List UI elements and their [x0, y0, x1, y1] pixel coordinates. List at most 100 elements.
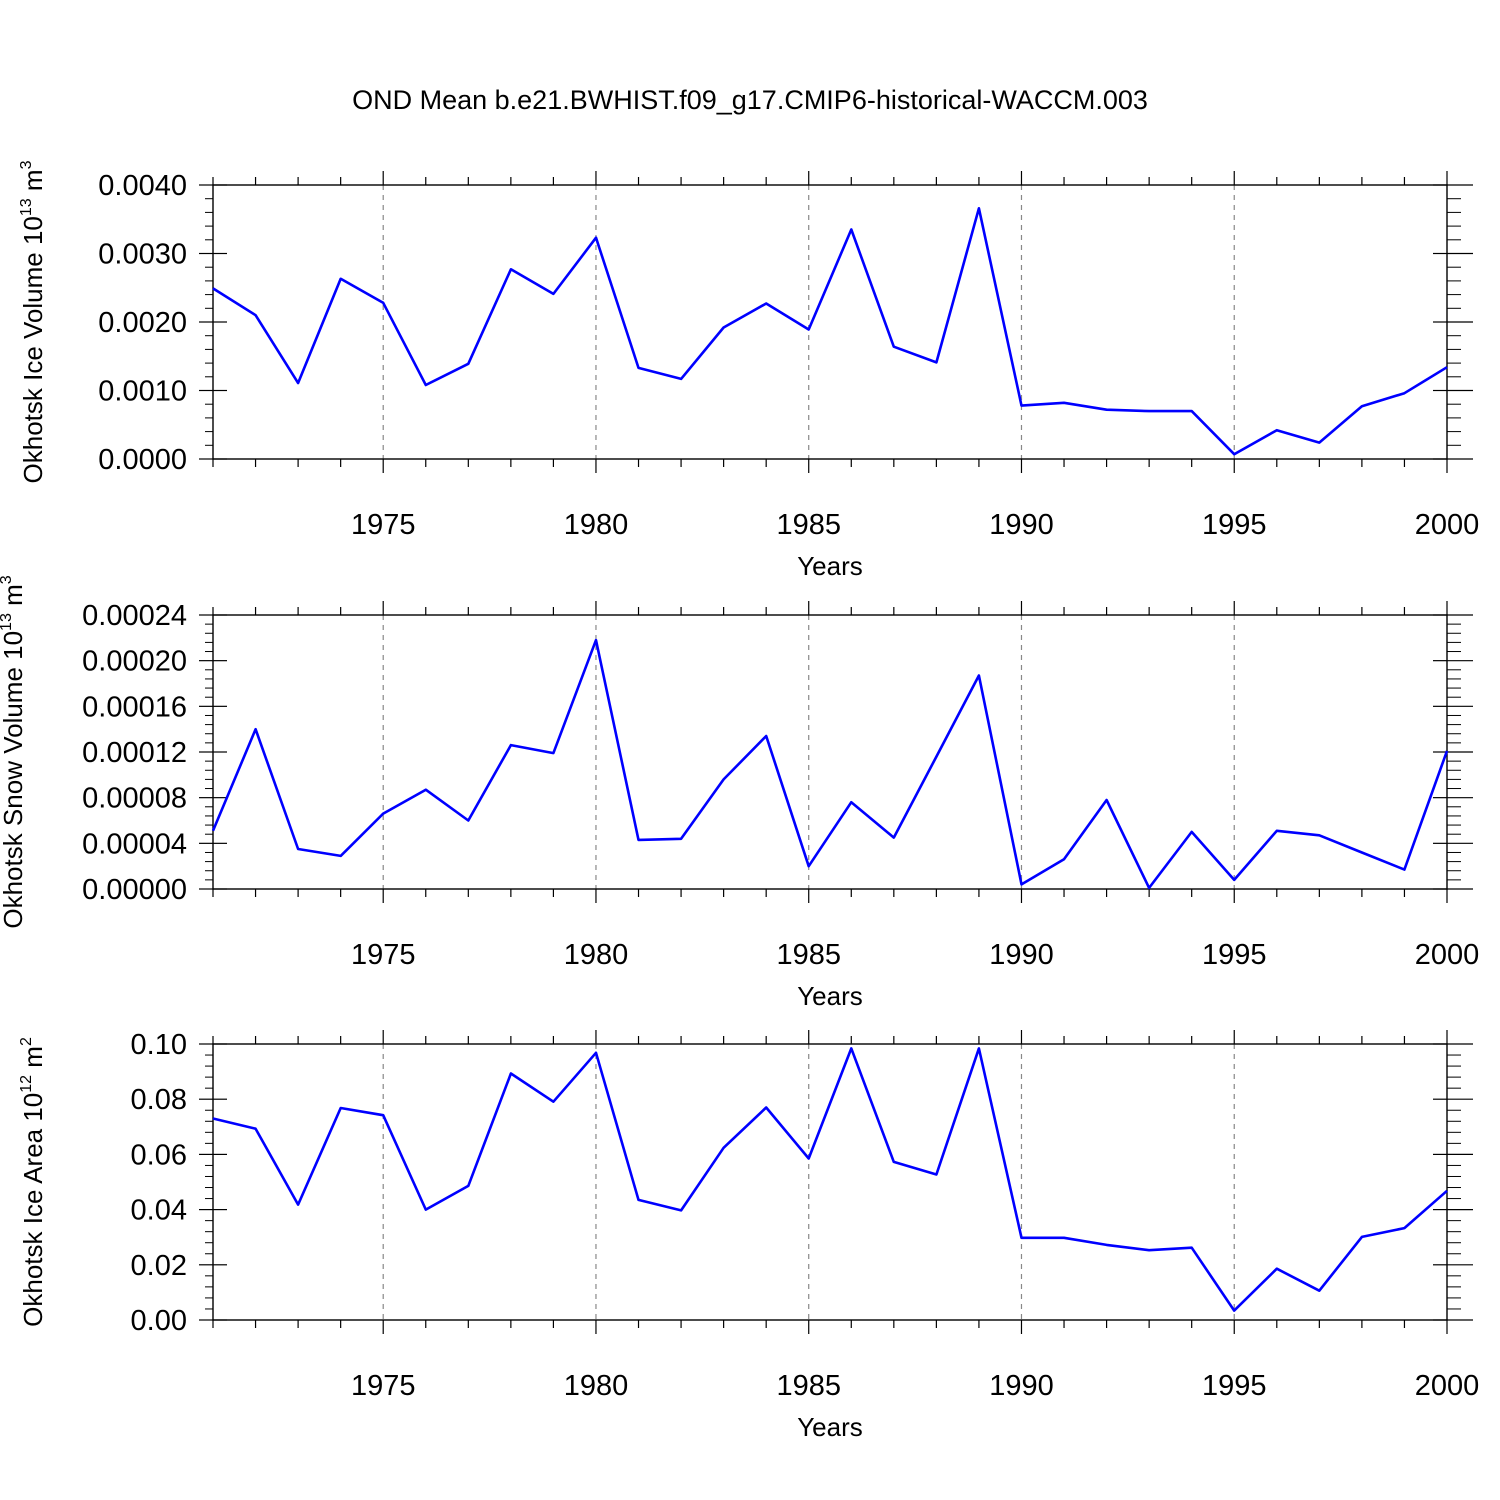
y-axis-label-exponent: 12	[18, 1075, 35, 1093]
data-point	[764, 734, 768, 738]
data-point	[977, 1046, 981, 1050]
data-point	[1445, 365, 1449, 369]
y-tick-label: 0.00012	[82, 737, 187, 769]
data-point	[679, 1208, 683, 1212]
data-point	[977, 206, 981, 210]
x-tick-label: 2000	[1415, 1370, 1480, 1402]
y-axis-label-text: Okhotsk Snow Volume 10	[0, 631, 28, 929]
data-point	[679, 377, 683, 381]
data-point	[1402, 391, 1406, 395]
data-point	[1232, 452, 1236, 456]
data-point	[764, 302, 768, 306]
y-tick-label: 0.00000	[82, 874, 187, 906]
data-point	[594, 1051, 598, 1055]
y-axis-label-unit-exponent: 2	[18, 1037, 35, 1046]
panel-3: 0.00 0.02 0.04 0.06 0.08 0.10 1975 1980 1985 1990…	[18, 1029, 1479, 1442]
data-point	[934, 1173, 938, 1177]
y-tick-label: 0.00	[131, 1305, 187, 1337]
y-axis-label-exponent: 13	[0, 613, 15, 631]
data-point	[637, 1198, 641, 1202]
data-point	[1445, 749, 1449, 753]
x-tick-label: 2000	[1415, 939, 1480, 971]
x-tick-label: 1985	[776, 939, 841, 971]
data-point	[424, 1208, 428, 1212]
data-point	[1190, 830, 1194, 834]
data-point	[977, 674, 981, 678]
data-point	[637, 366, 641, 370]
data-point	[509, 267, 513, 271]
data-point	[934, 755, 938, 759]
data-point	[1147, 1248, 1151, 1252]
data-point	[1019, 882, 1023, 886]
y-axis-label-text: Okhotsk Ice Volume 10	[18, 216, 48, 483]
y-axis-label-text: Okhotsk Ice Area 10	[18, 1093, 48, 1327]
x-tick-label: 1975	[351, 509, 416, 541]
series-line	[211, 638, 1449, 890]
data-point	[211, 829, 215, 833]
series-line	[212, 1047, 1448, 1312]
data-point	[849, 800, 853, 804]
data-point	[1019, 1236, 1023, 1240]
data-point	[1232, 1309, 1236, 1313]
y-axis-label-unit-exponent: 3	[18, 160, 35, 169]
data-point	[551, 292, 555, 296]
y-axis-label: Okhotsk Ice Volume 1013 m3	[18, 160, 48, 483]
data-point	[339, 1106, 343, 1110]
y-axis-label-unit: m	[18, 169, 48, 198]
y-tick-label: 0.02	[131, 1250, 187, 1282]
series-line	[212, 207, 1448, 456]
data-point	[1275, 1267, 1279, 1271]
data-point	[381, 301, 385, 305]
data-point	[1062, 857, 1066, 861]
data-point	[1402, 868, 1406, 872]
y-tick-label: 0.00024	[82, 600, 187, 632]
data-point	[296, 847, 300, 851]
data-point	[211, 1117, 215, 1121]
data-point	[1445, 1189, 1449, 1193]
data-point	[1402, 1226, 1406, 1230]
x-tick-label: 2000	[1415, 509, 1480, 541]
data-point	[722, 1146, 726, 1150]
x-tick-label: 1980	[564, 509, 629, 541]
data-point	[339, 277, 343, 281]
x-axis-label: Years	[797, 551, 863, 581]
y-tick-label: 0.0000	[98, 444, 187, 476]
data-point	[722, 325, 726, 329]
data-point	[466, 362, 470, 366]
data-point	[1105, 408, 1109, 412]
data-point	[254, 1127, 258, 1131]
data-point	[296, 381, 300, 385]
data-point	[1147, 886, 1151, 890]
x-tick-label: 1985	[776, 509, 841, 541]
x-tick-label: 1990	[989, 1370, 1054, 1402]
data-point	[934, 360, 938, 364]
data-point	[296, 1203, 300, 1207]
x-tick-label: 1995	[1202, 939, 1267, 971]
y-tick-label: 0.10	[131, 1029, 187, 1061]
data-point	[679, 837, 683, 841]
plot-frame	[212, 184, 1448, 460]
data-point	[381, 1113, 385, 1117]
data-point	[1190, 1246, 1194, 1250]
x-tick-label: 1985	[776, 1370, 841, 1402]
plot-frame	[212, 1043, 1448, 1321]
data-point	[424, 788, 428, 792]
data-point	[1317, 833, 1321, 837]
y-axis-label: Okhotsk Ice Area 1012 m2	[18, 1037, 48, 1327]
panel-2: 0.00000 0.00004 0.00008 0.00012 0.00016 0.000…	[0, 575, 1479, 1011]
data-point	[892, 1160, 896, 1164]
x-tick-label: 1980	[564, 939, 629, 971]
y-tick-label: 0.00020	[82, 646, 187, 678]
x-tick-label: 1995	[1202, 1370, 1267, 1402]
data-point	[339, 854, 343, 858]
y-tick-label: 0.04	[131, 1195, 187, 1227]
y-tick-label: 0.0020	[98, 307, 187, 339]
y-axis-label-unit: m	[18, 1046, 48, 1075]
y-tick-label: 0.0010	[98, 376, 187, 408]
x-tick-label: 1990	[989, 939, 1054, 971]
data-point	[1275, 428, 1279, 432]
data-point	[764, 1105, 768, 1109]
data-point	[722, 777, 726, 781]
data-point	[1317, 1289, 1321, 1293]
